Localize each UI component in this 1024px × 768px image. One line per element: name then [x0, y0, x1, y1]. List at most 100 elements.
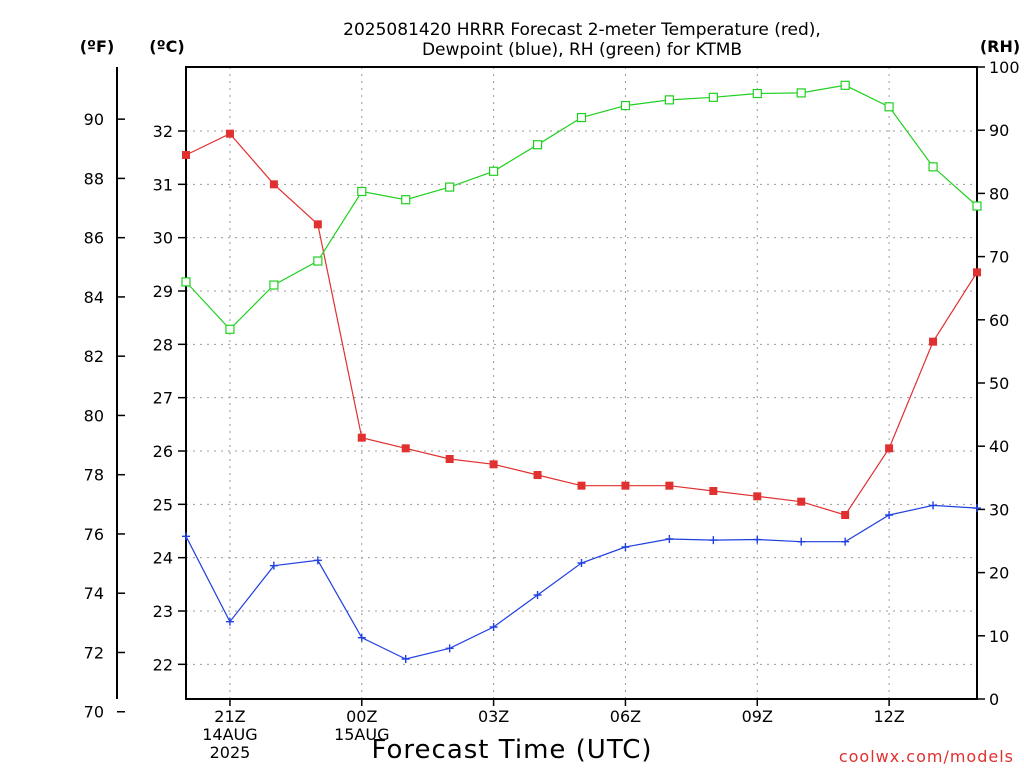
temperature-point	[313, 220, 322, 229]
rh-point	[620, 100, 631, 111]
celsius-tick-label: 30	[153, 229, 173, 248]
fahrenheit-tick-label: 86	[84, 229, 104, 248]
x-tick-label: 2025	[210, 743, 251, 762]
fahrenheit-tick-label: 84	[84, 288, 104, 307]
rh-tick-label: 50	[989, 374, 1009, 393]
temperature-point	[885, 444, 894, 453]
celsius-tick-label: 32	[153, 122, 173, 141]
x-axis-label: Forecast Time (UTC)	[371, 735, 652, 765]
dewpoint-point	[885, 511, 894, 519]
temperature-point	[621, 481, 630, 490]
temperature-point	[709, 487, 718, 495]
rh-point	[972, 201, 982, 211]
temperature-point	[797, 497, 806, 506]
dewpoint-point	[929, 501, 938, 510]
rh-point	[796, 88, 806, 98]
rh-point	[708, 92, 718, 102]
chart-title-line1: 2025081420 HRRR Forecast 2-meter Tempera…	[343, 20, 821, 40]
rh-point	[445, 182, 455, 192]
celsius-tick-label: 29	[153, 282, 173, 301]
gridlines	[186, 67, 977, 699]
rh-point	[840, 80, 850, 90]
fahrenheit-tick-label: 80	[84, 406, 104, 425]
dewpoint-point	[182, 532, 190, 541]
dewpoint-point	[225, 617, 234, 626]
celsius-tick-label: 24	[153, 549, 173, 568]
dewpoint-point	[445, 644, 454, 653]
dewpoint-point	[533, 591, 542, 599]
rh-tick-label: 60	[989, 311, 1009, 330]
dewpoint-point	[973, 504, 981, 513]
fahrenheit-tick-label: 88	[84, 169, 104, 188]
dewpoint-point	[401, 655, 410, 663]
fahrenheit-tick-label: 90	[84, 110, 104, 129]
rh-point	[357, 186, 367, 197]
temperature-point	[533, 471, 542, 479]
rh-tick-label: 10	[989, 627, 1009, 646]
rh-unit-label: (RH)	[980, 37, 1020, 56]
axes	[116, 66, 985, 713]
temperature-point	[489, 460, 498, 469]
x-tick-label: 06Z	[610, 707, 641, 726]
dewpoint-point	[841, 537, 850, 546]
rh-tick-label: 70	[989, 248, 1009, 267]
x-tick-label: 03Z	[478, 707, 509, 726]
dewpoint-point	[489, 623, 498, 631]
dewpoint-point	[709, 536, 718, 545]
temperature-point	[841, 511, 850, 519]
fahrenheit-tick-label: 76	[84, 525, 104, 544]
x-tick-label: 14AUG	[202, 725, 257, 744]
rh-point	[576, 112, 587, 123]
dewpoint-point	[269, 561, 278, 570]
chart-title-line2: Dewpoint (blue), RH (green) for KTMB	[422, 40, 742, 60]
rh-point	[884, 102, 894, 112]
rh-tick-label: 100	[989, 58, 1020, 77]
fahrenheit-tick-label: 72	[84, 643, 104, 662]
rh-tick-label: 0	[989, 690, 999, 709]
dewpoint-point	[577, 559, 586, 567]
x-tick-label: 12Z	[873, 707, 904, 726]
rh-point	[532, 140, 543, 150]
temperature-point	[225, 129, 234, 138]
rh-tick-label: 20	[989, 564, 1009, 583]
dewpoint-point	[665, 535, 674, 543]
plot-frame	[185, 66, 978, 700]
rh-tick-label: 40	[989, 437, 1009, 456]
rh-point	[225, 324, 235, 334]
x-tick-label: 15AUG	[334, 725, 389, 744]
dewpoint-point	[357, 633, 366, 642]
dewpoint-line	[185, 504, 978, 660]
rh-point	[401, 195, 411, 205]
rh-point	[269, 280, 279, 290]
celsius-tick-label: 26	[153, 442, 173, 461]
temperature-point	[929, 337, 938, 346]
fahrenheit-tick-label: 70	[84, 703, 104, 722]
dewpoint-point	[797, 537, 806, 546]
temperature-point	[269, 180, 278, 189]
fahrenheit-unit-label: (ºF)	[80, 37, 115, 56]
temperature-point	[665, 481, 674, 490]
temperature-line	[185, 132, 978, 516]
temperature-point	[577, 481, 586, 490]
celsius-tick-label: 31	[153, 175, 173, 194]
celsius-tick-label: 27	[153, 389, 173, 408]
rh-point	[181, 277, 191, 287]
dewpoint-point	[313, 556, 322, 565]
dewpoint-point	[621, 543, 630, 551]
data-series	[181, 80, 982, 663]
credit-text: coolwx.com/models	[839, 747, 1014, 766]
dewpoint-point	[753, 535, 762, 544]
rh-point	[313, 256, 323, 266]
temperature-point	[401, 444, 410, 453]
celsius-tick-label: 25	[153, 495, 173, 514]
rh-point	[489, 166, 499, 176]
temperature-point	[182, 151, 190, 159]
rh-point	[664, 95, 674, 105]
temperature-point	[973, 268, 981, 277]
rh-tick-label: 80	[989, 184, 1009, 203]
celsius-unit-label: (ºC)	[149, 37, 184, 56]
temperature-point	[753, 492, 762, 501]
rh-point	[928, 162, 938, 172]
